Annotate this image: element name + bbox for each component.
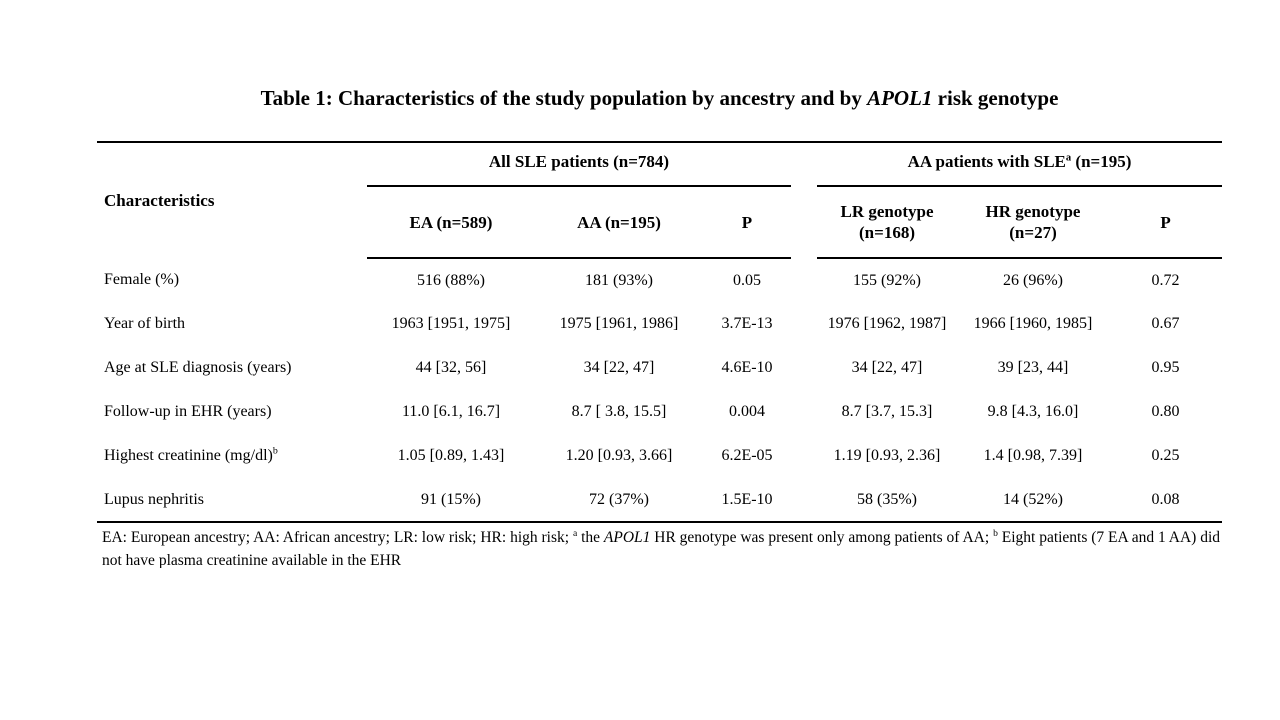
group-header-all-sle-label: All SLE patients (n=784) bbox=[488, 152, 670, 171]
table-row-lupus-nephritis: Lupus nephritis 91 (15%) 72 (37%) 1.5E-1… bbox=[97, 478, 1223, 523]
cell-fu-hr: 9.8 [4.3, 16.0] bbox=[987, 403, 1079, 420]
row-label-age-at-diagnosis: Age at SLE diagnosis (years) bbox=[104, 359, 292, 376]
footnote-gene-italic: APOL1 bbox=[603, 529, 651, 546]
table-title-pre: Table 1: Characteristics of the study po… bbox=[260, 86, 868, 110]
column-header-lr-genotype: LR genotype (n=168) bbox=[817, 186, 957, 259]
cell-ln-lr: 58 (35%) bbox=[817, 478, 957, 523]
column-header-characteristics: Characteristics bbox=[104, 190, 215, 210]
row-label-year-of-birth: Year of birth bbox=[104, 315, 186, 332]
cell-female-p1: 0.05 bbox=[733, 271, 761, 289]
characteristics-table: Characteristics All SLE patients (n=784)… bbox=[97, 141, 1223, 523]
gap-cell bbox=[791, 258, 817, 302]
row-label-lupus-nephritis: Lupus nephritis bbox=[97, 478, 367, 523]
cell-age-hr: 39 [23, 44] bbox=[997, 359, 1069, 376]
gap-cell bbox=[791, 346, 817, 390]
cell-cr-hr: 1.4 [0.98, 7.39] bbox=[983, 447, 1083, 464]
cell-fu-lr: 8.7 [3.7, 15.3] bbox=[841, 403, 933, 420]
cell-cr-aa: 1.20 [0.93, 3.66] bbox=[565, 447, 673, 464]
group-header-all-sle-patients: All SLE patients (n=784) bbox=[367, 142, 791, 187]
table-row-female: Female (%) 516 (88%) 181 (93%) 0.05 155 … bbox=[97, 258, 1222, 302]
row-label-highest-creatinine: Highest creatinine (mg/dl)b bbox=[97, 434, 367, 478]
cell-ln-hr: 14 (52%) bbox=[957, 478, 1109, 523]
group-header-aa-sle-label: AA patients with SLE bbox=[907, 152, 1066, 171]
group-header-aa-sle-count: (n=195) bbox=[1071, 152, 1132, 171]
column-header-hr-genotype: HR genotype (n=27) bbox=[957, 186, 1109, 259]
cell-fu-ea: 11.0 [6.1, 16.7] bbox=[401, 403, 501, 420]
footnote-note-a-post: HR genotype was present only among patie… bbox=[650, 529, 994, 546]
group-header-aa-patients-sle: AA patients with SLEa (n=195) bbox=[817, 142, 1223, 187]
column-header-ea: EA (n=589) bbox=[367, 186, 535, 259]
column-header-p-genotype: P bbox=[1109, 186, 1223, 259]
footnote-marker-a: a bbox=[1065, 152, 1072, 164]
cell-female-lr: 155 (92%) bbox=[853, 271, 921, 289]
table-title-post: risk genotype bbox=[932, 86, 1059, 110]
row-label-follow-up: Follow-up in EHR (years) bbox=[104, 403, 272, 420]
table-title-gene-italic: APOL1 bbox=[867, 86, 933, 110]
table-row-age-at-diagnosis: Age at SLE diagnosis (years) 44 [32, 56]… bbox=[97, 346, 1222, 390]
cell-yob-aa: 1975 [1961, 1986] bbox=[559, 315, 679, 332]
table-row-highest-creatinine: Highest creatinine (mg/dl)b 1.05 [0.89, … bbox=[97, 434, 1222, 478]
cell-cr-p2: 0.25 bbox=[1151, 447, 1180, 464]
cell-yob-ea: 1963 [1951, 1975] bbox=[391, 315, 511, 332]
cell-ln-p1: 1.5E-10 bbox=[703, 478, 791, 523]
group-header-row: Characteristics All SLE patients (n=784)… bbox=[97, 142, 1223, 210]
table-row-follow-up: Follow-up in EHR (years) 11.0 [6.1, 16.7… bbox=[97, 390, 1222, 434]
cell-female-ea: 516 (88%) bbox=[417, 271, 485, 289]
cell-fu-p1: 0.004 bbox=[729, 403, 765, 420]
column-group-gap bbox=[791, 142, 817, 258]
cell-yob-p2: 0.67 bbox=[1151, 315, 1180, 332]
cell-age-ea: 44 [32, 56] bbox=[415, 359, 487, 376]
gap-cell bbox=[791, 302, 817, 346]
cell-yob-p1: 3.7E-13 bbox=[721, 315, 773, 332]
footnote-sup-b: b bbox=[993, 527, 998, 539]
column-header-aa: AA (n=195) bbox=[535, 186, 703, 259]
cell-ln-aa: 72 (37%) bbox=[535, 478, 703, 523]
table-footnote: EA: European ancestry; AA: African ances… bbox=[102, 526, 1222, 568]
cell-cr-ea: 1.05 [0.89, 1.43] bbox=[397, 447, 505, 464]
cell-female-hr: 26 (96%) bbox=[1003, 271, 1063, 289]
cell-age-p1: 4.6E-10 bbox=[721, 359, 773, 376]
cell-age-lr: 34 [22, 47] bbox=[851, 359, 923, 376]
row-label-creatinine-text: Highest creatinine (mg/dl) bbox=[104, 447, 273, 464]
cell-yob-lr: 1976 [1962, 1987] bbox=[827, 315, 947, 332]
cell-age-p2: 0.95 bbox=[1151, 359, 1180, 376]
table-row-year-of-birth: Year of birth 1963 [1951, 1975] 1975 [19… bbox=[97, 302, 1222, 346]
footnote-abbreviations: EA: European ancestry; AA: African ances… bbox=[102, 529, 573, 546]
gap-cell bbox=[791, 434, 817, 478]
gap-cell bbox=[791, 478, 817, 523]
cell-fu-aa: 8.7 [ 3.8, 15.5] bbox=[571, 403, 667, 420]
footnote-sup-a: a bbox=[572, 527, 578, 539]
table-title: Table 1: Characteristics of the study po… bbox=[97, 86, 1222, 111]
footnote-note-b: Eight patients (7 EA and 1 AA) did not h… bbox=[102, 529, 1220, 568]
column-header-row: EA (n=589) AA (n=195) P LR genotype (n=1… bbox=[97, 186, 1223, 259]
column-header-p-ancestry: P bbox=[703, 186, 791, 259]
cell-age-aa: 34 [22, 47] bbox=[583, 359, 655, 376]
cell-ln-ea: 91 (15%) bbox=[367, 478, 535, 523]
cell-yob-hr: 1966 [1960, 1985] bbox=[973, 315, 1093, 332]
gap-cell bbox=[791, 390, 817, 434]
cell-ln-p2: 0.08 bbox=[1109, 478, 1223, 523]
cell-female-aa: 181 (93%) bbox=[585, 271, 653, 289]
cell-cr-lr: 1.19 [0.93, 2.36] bbox=[833, 447, 941, 464]
cell-fu-p2: 0.80 bbox=[1151, 403, 1180, 420]
footnote-marker-b: b bbox=[272, 445, 278, 457]
cell-cr-p1: 6.2E-05 bbox=[721, 447, 773, 464]
cell-female-p2: 0.72 bbox=[1151, 271, 1180, 289]
footnote-note-a-pre: the bbox=[577, 529, 604, 546]
row-label-female: Female (%) bbox=[104, 271, 180, 288]
